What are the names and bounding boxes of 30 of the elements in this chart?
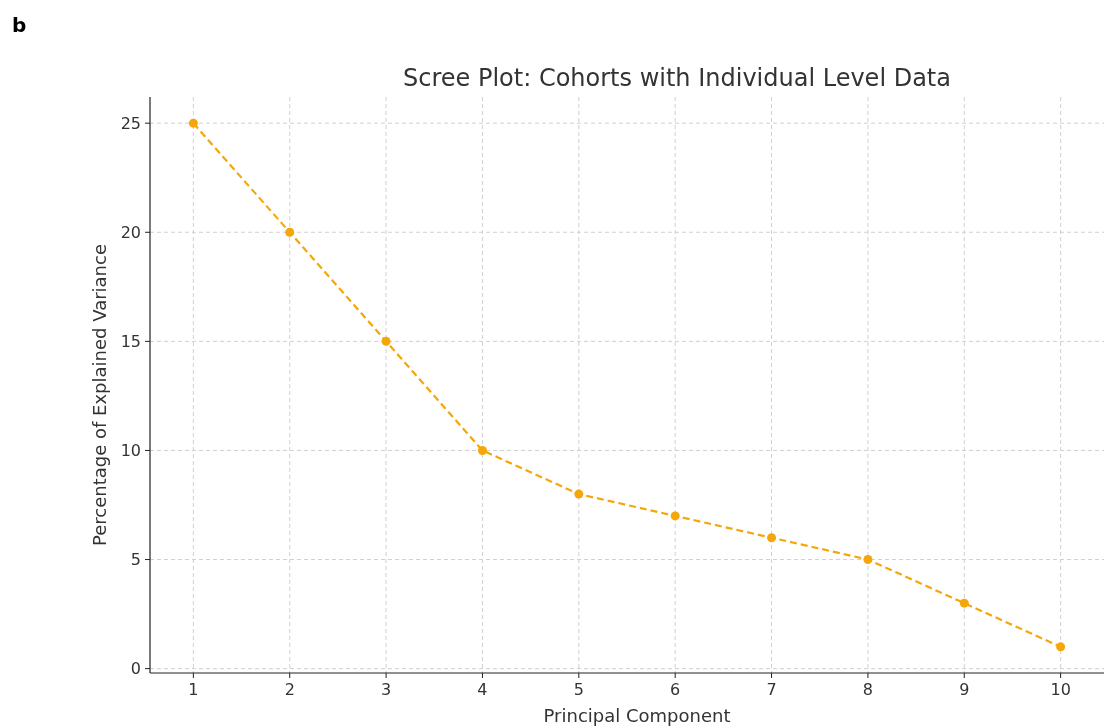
x-tick-label: 10 — [1050, 680, 1071, 699]
point — [477, 445, 487, 455]
x-axis-title: Principal Component — [543, 705, 731, 726]
point — [574, 489, 584, 499]
x-tick-label: 3 — [381, 680, 392, 699]
text: b — [12, 13, 27, 37]
y-tick-label: 10 — [120, 441, 141, 461]
point — [959, 598, 969, 608]
point — [188, 118, 198, 128]
x-tick-label: 7 — [766, 680, 777, 699]
point — [1056, 642, 1066, 652]
chart-title: Scree Plot: Cohorts with Individual Level Data — [403, 64, 951, 92]
point — [863, 555, 873, 565]
y-axis-title: Percentage of Explained Variance — [89, 244, 110, 546]
x-tick-label: 9 — [959, 680, 970, 699]
y-tick-label: 25 — [120, 113, 141, 133]
x-tick-label: 6 — [670, 680, 681, 699]
point — [285, 227, 295, 237]
point — [767, 533, 777, 543]
y-tick-label: 5 — [130, 550, 141, 570]
y-tick-label: 15 — [120, 331, 141, 351]
x-tick-label: 4 — [477, 680, 488, 699]
x-tick-label: 2 — [284, 680, 295, 699]
x-tick-label: 1 — [188, 680, 199, 699]
x-tick-label: 5 — [573, 680, 584, 699]
x-tick-label: 8 — [862, 680, 873, 699]
point — [670, 511, 680, 521]
point — [381, 336, 391, 346]
y-tick-label: 0 — [130, 659, 141, 679]
y-tick-label: 20 — [120, 222, 141, 242]
